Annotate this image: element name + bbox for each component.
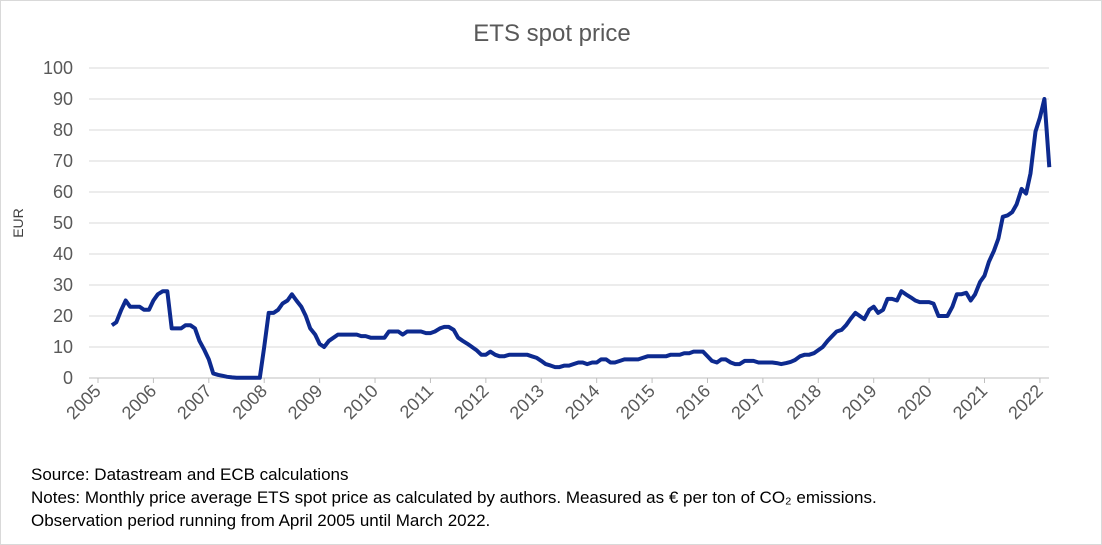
y-tick-label: 60 [53,182,73,202]
y-tick-label: 20 [53,306,73,326]
source: Source: Datastream and ECB calculations [31,465,349,484]
x-tick-label: 2010 [339,381,381,423]
y-tick-label: 50 [53,213,73,233]
x-tick-label: 2020 [893,381,935,423]
x-tick-label: 2008 [229,381,271,423]
x-tick-label: 2017 [727,381,769,423]
y-tick-label: 30 [53,275,73,295]
y-tick-label: 0 [63,368,73,388]
y-tick-label: 40 [53,244,73,264]
x-tick-label: 2018 [783,381,825,423]
x-tick-label: 2012 [450,381,492,423]
notes: Source: Datastream and ECB calculations … [31,463,877,532]
chart-title: ETS spot price [473,20,630,47]
note-line: Notes: Monthly price average ETS spot pr… [31,488,877,507]
x-tick-label: 2011 [396,381,438,423]
chart: ETS spot price EUR 0 10 20 30 40 50 60 70 80 90 10… [10,20,1052,423]
x-tick-label: 2019 [838,381,880,423]
y-tick-label: 10 [53,337,73,357]
x-tick-label: 2014 [561,381,603,423]
y-tick-label: 100 [43,58,73,78]
y-tick-label: 90 [53,89,73,109]
y-tick-label: 70 [53,151,73,171]
y-tick-label: 80 [53,120,73,140]
x-tick-label: 2009 [284,381,326,423]
x-tick-label: 2021 [949,381,991,423]
x-tick-label: 2013 [506,381,548,423]
x-tick-label: 2006 [118,381,160,423]
y-axis-label: EUR [10,208,26,238]
x-tick-label: 2015 [616,381,658,423]
price-line [110,97,1052,380]
x-tick-label: 2007 [173,381,215,423]
x-tick-label: 2016 [672,381,714,423]
note-line: Observation period running from April 20… [31,511,491,530]
x-tick-label: 2022 [1004,381,1046,423]
